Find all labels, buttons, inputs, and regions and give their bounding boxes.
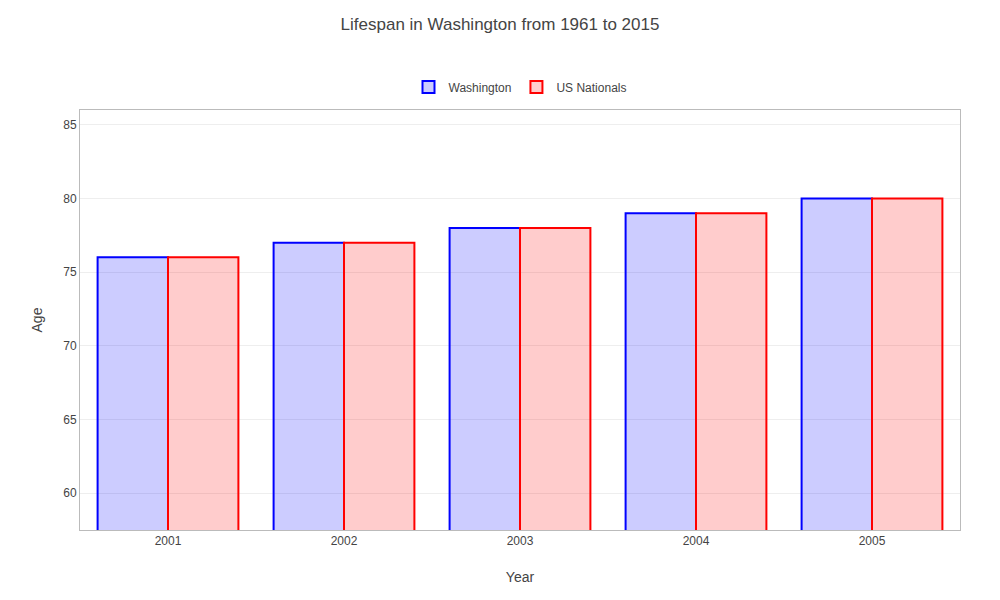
- svg-text:80: 80: [63, 192, 77, 206]
- svg-text:2001: 2001: [155, 534, 182, 548]
- svg-text:Year: Year: [506, 569, 535, 585]
- svg-text:85: 85: [63, 118, 77, 132]
- svg-text:2002: 2002: [331, 534, 358, 548]
- svg-text:2003: 2003: [507, 534, 534, 548]
- svg-text:Age: Age: [29, 307, 45, 332]
- svg-text:70: 70: [63, 339, 77, 353]
- svg-text:2004: 2004: [683, 534, 710, 548]
- svg-text:2005: 2005: [859, 534, 886, 548]
- svg-text:US Nationals: US Nationals: [556, 81, 626, 95]
- svg-text:60: 60: [63, 486, 77, 500]
- svg-text:75: 75: [63, 265, 77, 279]
- svg-text:Lifespan in Washington from 19: Lifespan in Washington from 1961 to 2015: [341, 15, 660, 34]
- svg-text:65: 65: [63, 413, 77, 427]
- svg-text:Washington: Washington: [449, 81, 512, 95]
